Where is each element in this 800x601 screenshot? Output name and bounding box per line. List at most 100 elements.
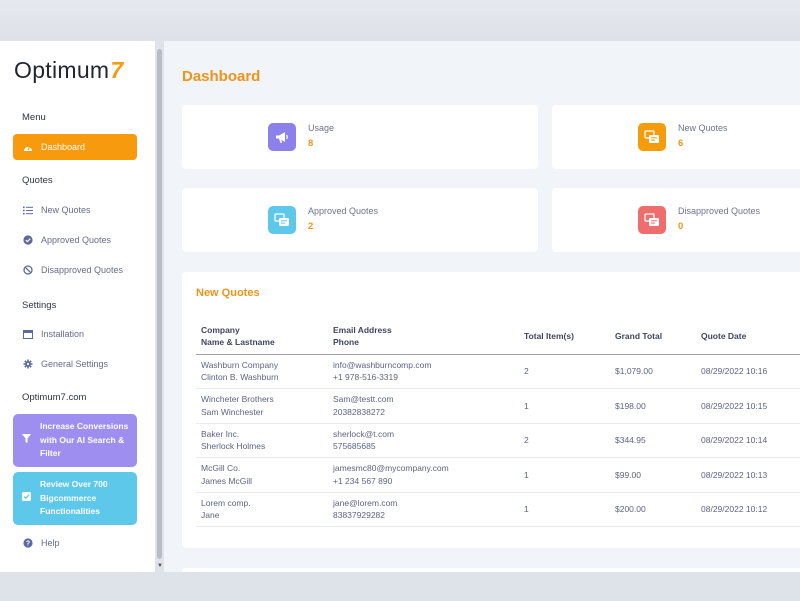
- cell-items: 1: [524, 388, 615, 424]
- header-email-line1: Email Address: [333, 325, 392, 336]
- table-header-row: Company Name & Lastname Email Address Phon…: [196, 319, 800, 355]
- ai-search-promo-button[interactable]: Increase Conversions with Our AI Search …: [13, 414, 137, 467]
- cell-date: 08/29/2022 10:12: [701, 492, 800, 527]
- table-row[interactable]: Wincheter Brothers Sam Winchester Sam@tes…: [196, 388, 800, 424]
- sidebar-item-help[interactable]: ? Help: [13, 530, 137, 556]
- quotes-icon: [638, 123, 666, 151]
- header-date[interactable]: Quote Date: [701, 319, 800, 355]
- sidebar-item-disapproved-quotes[interactable]: Disapproved Quotes: [13, 257, 137, 283]
- cell-company: Wincheter Brothers Sam Winchester: [196, 388, 333, 424]
- disapproved-quotes-card[interactable]: Disapproved Quotes 0: [552, 188, 800, 252]
- contact-name: Clinton B. Washburn: [201, 372, 279, 383]
- main-content: Dashboard Usage 8 New Quotes 6 Approved …: [164, 41, 800, 572]
- menu-section-title: Menu: [22, 112, 46, 123]
- phone-number: 20382838272: [333, 406, 386, 417]
- contact-name: James McGill: [201, 475, 253, 486]
- scrollbar-thumb[interactable]: [157, 49, 162, 559]
- browser-bottom-band: [0, 572, 800, 601]
- filter-icon: [22, 433, 32, 448]
- scroll-down-arrow-icon[interactable]: ▼: [157, 563, 163, 569]
- page-title: Dashboard: [182, 68, 261, 85]
- stat-label: Approved Quotes: [308, 206, 379, 216]
- approved-quotes-card[interactable]: Approved Quotes 2: [182, 188, 538, 252]
- quotes-icon: [638, 206, 666, 234]
- cell-company: Lorem comp. Jane: [196, 492, 333, 527]
- stat-label: New Quotes: [678, 123, 728, 133]
- table-row[interactable]: McGill Co. James McGill jamesmc80@mycompa…: [196, 457, 800, 493]
- header-total[interactable]: Grand Total: [615, 319, 701, 355]
- contact-name: Sherlock Holmes: [201, 441, 266, 452]
- quotes-icon: [268, 206, 296, 234]
- table-row[interactable]: Lorem comp. Jane jane@lorem.com 8383792928…: [196, 492, 800, 527]
- contact-name: Jane: [201, 510, 220, 521]
- brand-logo[interactable]: Optimum7: [14, 57, 124, 84]
- new-quotes-card[interactable]: New Quotes 6: [552, 105, 800, 169]
- usage-card[interactable]: Usage 8: [182, 105, 538, 169]
- promo-label: Review Over 700 Bigcommerce Functionalit…: [40, 479, 108, 517]
- phone-number: +1 234 567 890: [333, 475, 393, 486]
- dashboard-icon: [22, 142, 33, 153]
- sidebar-item-label: New Quotes: [41, 205, 91, 215]
- sidebar-item-label: Dashboard: [41, 142, 86, 152]
- brand-number: 7: [110, 57, 124, 83]
- cell-total: $198.00: [615, 388, 701, 424]
- question-circle-icon: ?: [22, 538, 33, 549]
- cell-items: 2: [524, 423, 615, 458]
- cell-email: sherlock@t.com 575685685: [333, 423, 524, 458]
- gear-icon: [22, 359, 33, 370]
- header-email-line2: Phone: [333, 337, 359, 348]
- cell-email: info@washburncomp.com +1 978-516-3319: [333, 354, 524, 389]
- sidebar-scrollbar[interactable]: ▼: [155, 41, 164, 572]
- sidebar-item-label: General Settings: [41, 359, 109, 369]
- sidebar-item-installation[interactable]: Installation: [13, 321, 137, 347]
- company-name: Lorem comp.: [201, 497, 251, 508]
- cell-items: 1: [524, 492, 615, 527]
- cell-company: McGill Co. James McGill: [196, 457, 333, 493]
- sidebar-item-new-quotes[interactable]: New Quotes: [13, 197, 137, 223]
- list-icon: [22, 205, 33, 216]
- sidebar: Optimum7 Menu Dashboard Quotes New Quote…: [0, 41, 155, 572]
- sidebar-item-general-settings[interactable]: General Settings: [13, 351, 137, 377]
- window-icon: [22, 329, 33, 340]
- company-name: Washburn Company: [201, 359, 279, 370]
- stat-label: Disapproved Quotes: [678, 206, 761, 216]
- ban-icon: [22, 265, 33, 276]
- stat-value: 2: [308, 221, 314, 232]
- check-circle-icon: [22, 235, 33, 246]
- phone-number: +1 978-516-3319: [333, 372, 398, 383]
- brand-name: Optimum: [14, 57, 110, 83]
- panel-title: New Quotes: [196, 287, 260, 299]
- header-email[interactable]: Email Address Phone: [333, 319, 524, 355]
- cell-date: 08/29/2022 10:14: [701, 423, 800, 458]
- new-quotes-table: Company Name & Lastname Email Address Phon…: [196, 319, 800, 527]
- company-name: McGill Co.: [201, 463, 241, 474]
- quotes-section-title: Quotes: [22, 175, 53, 186]
- browser-top-band: [0, 0, 800, 41]
- sidebar-item-dashboard[interactable]: Dashboard: [13, 134, 137, 160]
- cell-email: jamesmc80@mycompany.com +1 234 567 890: [333, 457, 524, 493]
- sidebar-item-label: Installation: [41, 329, 85, 339]
- settings-section-title: Settings: [22, 300, 57, 311]
- stat-value: 6: [678, 138, 684, 149]
- company-name: Wincheter Brothers: [201, 394, 274, 405]
- header-company[interactable]: Company Name & Lastname: [196, 319, 333, 355]
- table-row[interactable]: Baker Inc. Sherlock Holmes sherlock@t.com…: [196, 423, 800, 458]
- sidebar-item-label: Help: [41, 538, 60, 548]
- table-row[interactable]: Washburn Company Clinton B. Washburn info…: [196, 354, 800, 389]
- cell-email: jane@lorem.com 83837929282: [333, 492, 524, 527]
- header-items[interactable]: Total Item(s): [524, 319, 615, 355]
- contact-name: Sam Winchester: [201, 406, 264, 417]
- svg-text:?: ?: [25, 541, 29, 548]
- company-name: Baker Inc.: [201, 428, 240, 439]
- phone-number: 575685685: [333, 441, 376, 452]
- app-window: Optimum7 Menu Dashboard Quotes New Quote…: [0, 41, 800, 572]
- header-company-line1: Company: [201, 325, 240, 336]
- cell-total: $1,079.00: [615, 354, 701, 389]
- phone-number: 83837929282: [333, 510, 386, 521]
- site-section-title: Optimum7.com: [22, 392, 87, 403]
- sidebar-item-approved-quotes[interactable]: Approved Quotes: [13, 227, 137, 253]
- promo-label: Increase Conversions with Our AI Search …: [40, 421, 129, 459]
- bigcommerce-promo-button[interactable]: Review Over 700 Bigcommerce Functionalit…: [13, 472, 137, 525]
- cell-date: 08/29/2022 10:16: [701, 354, 800, 389]
- email-address: jamesmc80@mycompany.com: [333, 463, 449, 474]
